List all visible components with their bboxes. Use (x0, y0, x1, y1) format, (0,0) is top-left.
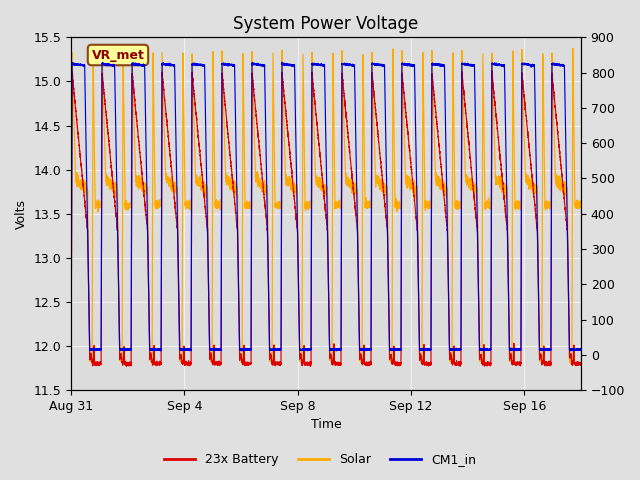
CM1_in (445, 323, 453, 328)
23x Battery (488, 68, 496, 73)
23x Battery (445, 325, 453, 331)
Solar (445, 316, 453, 322)
Solar (369, 77, 376, 83)
Solar (67, 204, 75, 209)
Y-axis label: Volts: Volts (15, 199, 28, 229)
23x Battery (391, 361, 399, 367)
Line: 23x Battery: 23x Battery (71, 71, 581, 366)
CM1_in (252, 61, 260, 67)
Solar (472, 189, 480, 195)
Solar (93, 203, 100, 208)
Title: System Power Voltage: System Power Voltage (234, 15, 419, 33)
23x Battery (369, 79, 376, 84)
Solar (391, 202, 399, 207)
CM1_in (369, 61, 377, 67)
Line: Solar: Solar (71, 48, 581, 363)
CM1_in (93, 347, 100, 352)
Text: VR_met: VR_met (92, 48, 145, 61)
CM1_in (278, 60, 286, 65)
23x Battery (472, 217, 480, 223)
23x Battery (67, 357, 75, 362)
CM1_in (391, 347, 399, 352)
CM1_in (577, 347, 585, 353)
Solar (577, 204, 585, 210)
23x Battery (93, 363, 100, 369)
23x Battery (252, 109, 260, 115)
Solar (567, 360, 575, 366)
X-axis label: Time: Time (310, 419, 341, 432)
CM1_in (67, 348, 75, 354)
23x Battery (456, 363, 464, 369)
Legend: 23x Battery, Solar, CM1_in: 23x Battery, Solar, CM1_in (159, 448, 481, 471)
CM1_in (472, 167, 480, 173)
23x Battery (577, 361, 585, 367)
Line: CM1_in: CM1_in (71, 62, 581, 351)
Solar (252, 179, 260, 185)
CM1_in (566, 348, 574, 354)
Solar (569, 46, 577, 51)
